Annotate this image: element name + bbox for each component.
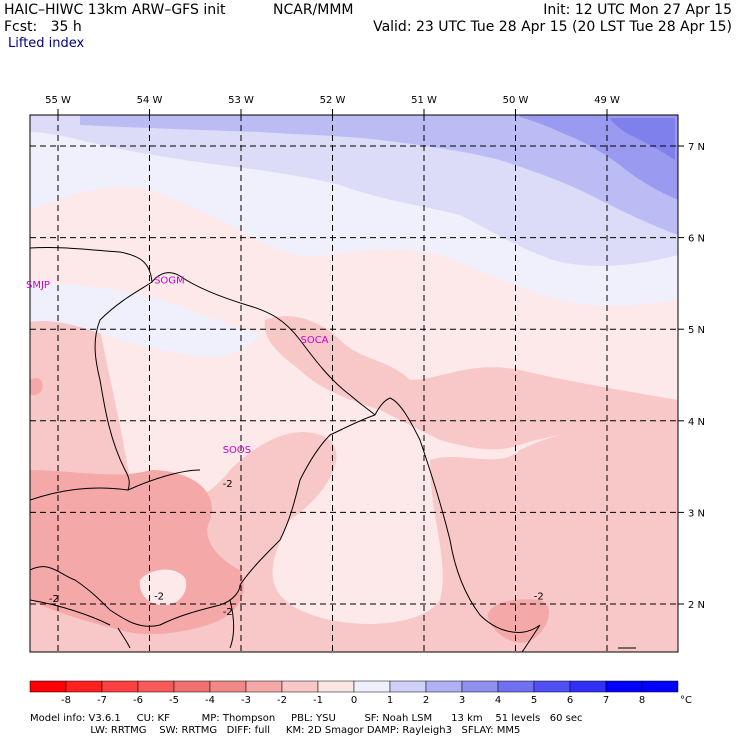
colorbar: -8 -7 -6 -5 -4 -3 -2 -1 0 1 2 3 4 5 6 7 8 °C (29, 680, 692, 706)
colorbar-tick-label: 5 (531, 695, 537, 706)
shade-band-m2-to-m3 (30, 470, 244, 635)
model-title: HAIC–HIWC 13km ARW–GFS init (4, 2, 226, 18)
border-south-a (229, 599, 235, 649)
contour-labels: -2 -2 -2 -2 -2 (49, 479, 544, 618)
valid-time: Valid: 23 UTC Tue 28 Apr 15 (20 LST Tue … (373, 19, 732, 35)
contour-label: -2 (223, 479, 233, 490)
footer-physics-info: LW: RRTMG SW: RRTMG DIFF: full KM: 2D Sm… (30, 725, 521, 736)
colorbar-swatch (173, 680, 211, 693)
colorbar-swatch (245, 680, 283, 693)
latitude-label: 6 N (688, 234, 705, 245)
colorbar-tick-label: -7 (97, 695, 107, 706)
colorbar-tick-label: 7 (603, 695, 609, 706)
colorbar-swatch (101, 680, 139, 693)
contour-label: -2 (154, 591, 164, 602)
station-label: SOOS (223, 445, 251, 456)
station-labels: SMJP SOGM SOCA SOOS (26, 275, 329, 455)
colorbar-swatch (569, 680, 607, 693)
contour-label: -2 (49, 594, 59, 605)
colorbar-swatch (497, 680, 535, 693)
latitude-labels: 7 N 6 N 5 N 4 N 3 N 2 N (688, 142, 705, 611)
institution-label: NCAR/MMM (273, 2, 354, 18)
colorbar-tick-label: -8 (61, 695, 71, 706)
colorbar-swatch (533, 680, 571, 693)
station-label: SOGM (154, 275, 185, 286)
shade-band-2-to-3 (80, 115, 678, 235)
coastline-guianas (30, 246, 376, 416)
shade-french-guiana-band (30, 280, 265, 357)
colorbar-tick-label: 8 (639, 695, 645, 706)
shade-small-patch (30, 378, 43, 396)
colorbar-swatch (425, 680, 463, 693)
latitude-label: 7 N (688, 142, 705, 153)
colorbar-swatch (641, 680, 679, 693)
colorbar-tick-label: 3 (459, 695, 465, 706)
colorbar-swatch (29, 680, 67, 693)
station-label: SOCA (300, 335, 328, 346)
init-time: Init: 12 UTC Mon 27 Apr 15 (543, 2, 732, 18)
border-inner (30, 469, 201, 501)
colorbar-swatch (281, 680, 319, 693)
colorbar-tick-label: -5 (169, 695, 179, 706)
colorbar-tick-label: 4 (495, 695, 501, 706)
shade-amapa-patch (487, 599, 550, 643)
colorbar-tick-label: 6 (567, 695, 573, 706)
plot-frame (29, 114, 679, 653)
border-south-b (117, 627, 131, 649)
colorbar-swatch (209, 680, 247, 693)
longitude-labels: 55 W 54 W 53 W 52 W 51 W 50 W 49 W (45, 95, 620, 106)
latitude-label: 3 N (688, 508, 705, 519)
colorbar-tick-label: 2 (423, 695, 429, 706)
longitude-label: 53 W (228, 95, 254, 106)
shade-inner-ring (139, 569, 187, 606)
colorbar-swatch (605, 680, 643, 693)
latitude-label: 4 N (688, 417, 705, 428)
colorbar-tick-label: -1 (313, 695, 323, 706)
longitude-label: 54 W (137, 95, 163, 106)
longitude-label: 50 W (503, 95, 529, 106)
contour-label: -2 (223, 607, 233, 618)
colorbar-swatch (389, 680, 427, 693)
station-label: SMJP (26, 280, 50, 291)
colorbar-tick-label: -6 (133, 695, 143, 706)
colorbar-tick-label: -2 (277, 695, 287, 706)
shading-layer (30, 115, 678, 652)
border-sw (30, 599, 111, 626)
contour-label: -2 (534, 591, 544, 602)
colorbar-swatch (317, 680, 355, 693)
shade-band-4-to-5 (610, 118, 675, 160)
colorbar-swatch (353, 680, 391, 693)
colorbar-tick-label: 0 (351, 695, 357, 706)
footer-model-info: Model info: V3.6.1 CU: KF MP: Thompson P… (30, 713, 583, 724)
shade-coastal-tongue (264, 316, 678, 450)
longitude-label: 49 W (594, 95, 620, 106)
latitude-label: 2 N (688, 600, 705, 611)
latitude-label: 5 N (688, 325, 705, 336)
coastline-amapa (374, 397, 541, 633)
border-south-c (521, 624, 541, 652)
field-name: Lifted index (8, 36, 85, 51)
colorbar-tick-label: 1 (387, 695, 393, 706)
colorbar-tick-label: -4 (205, 695, 215, 706)
forecast-hour: Fcst: 35 h (4, 19, 82, 35)
longitude-label: 51 W (411, 95, 437, 106)
colorbar-tick-label: -3 (241, 695, 251, 706)
border-fguiana-brazil (239, 414, 376, 586)
border-suriname-fguiana (94, 281, 153, 491)
colorbar-swatch (65, 680, 103, 693)
longitude-label: 52 W (320, 95, 346, 106)
colorbar-swatch (137, 680, 175, 693)
boundaries-layer (30, 246, 636, 652)
graticule (30, 109, 684, 652)
colorbar-unit: °C (680, 695, 692, 706)
colorbar-swatch (461, 680, 499, 693)
longitude-label: 55 W (45, 95, 71, 106)
